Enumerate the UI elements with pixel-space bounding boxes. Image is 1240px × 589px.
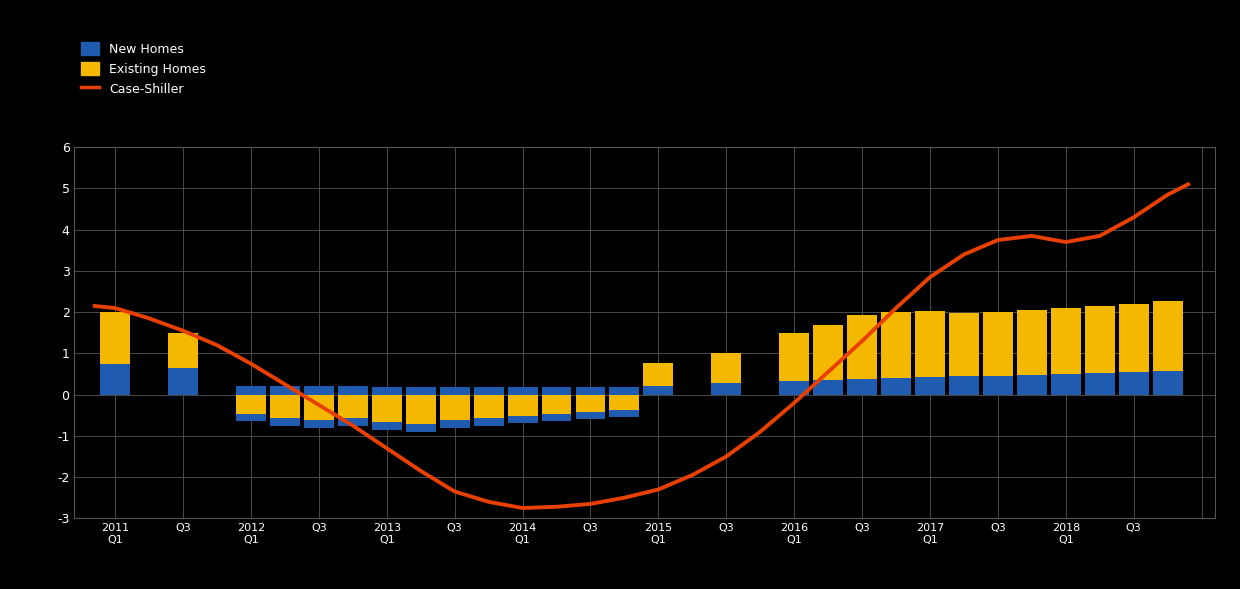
Bar — [236, 414, 265, 422]
Bar — [440, 395, 470, 428]
Bar — [372, 395, 402, 430]
Bar — [813, 325, 843, 380]
Bar — [270, 386, 300, 395]
Bar — [474, 387, 503, 395]
Bar — [474, 395, 503, 425]
Bar — [983, 376, 1013, 395]
Bar — [575, 412, 605, 419]
Bar — [405, 395, 435, 432]
Bar — [507, 387, 537, 395]
Bar — [1085, 306, 1115, 373]
Bar — [1085, 373, 1115, 395]
Bar — [575, 395, 605, 419]
Bar — [610, 395, 640, 417]
Bar — [1050, 374, 1081, 395]
Bar — [372, 422, 402, 430]
Bar — [304, 386, 334, 395]
Bar — [337, 386, 368, 395]
Bar — [983, 312, 1013, 376]
Bar — [915, 378, 945, 395]
Bar — [1118, 304, 1148, 372]
Bar — [100, 312, 130, 363]
Bar — [270, 418, 300, 425]
Bar — [372, 387, 402, 395]
Bar — [847, 379, 877, 395]
Bar — [100, 363, 130, 395]
Bar — [542, 414, 572, 422]
Bar — [270, 395, 300, 425]
Bar — [405, 424, 435, 432]
Bar — [1153, 370, 1183, 395]
Bar — [236, 395, 265, 422]
Bar — [542, 395, 572, 422]
Bar — [542, 387, 572, 395]
Bar — [440, 420, 470, 428]
Bar — [779, 333, 810, 382]
Bar — [644, 363, 673, 386]
Bar — [779, 382, 810, 395]
Bar — [1050, 308, 1081, 374]
Bar — [813, 380, 843, 395]
Bar — [644, 386, 673, 395]
Bar — [610, 410, 640, 417]
Bar — [1017, 310, 1047, 375]
Bar — [882, 378, 911, 395]
Bar — [949, 376, 978, 395]
Bar — [575, 387, 605, 395]
Bar — [847, 315, 877, 379]
Bar — [507, 395, 537, 423]
Legend: New Homes, Existing Homes, Case-Shiller: New Homes, Existing Homes, Case-Shiller — [81, 42, 206, 95]
Bar — [474, 418, 503, 425]
Bar — [610, 387, 640, 395]
Bar — [304, 420, 334, 428]
Bar — [440, 387, 470, 395]
Bar — [882, 312, 911, 378]
Bar — [712, 383, 742, 395]
Bar — [405, 387, 435, 395]
Bar — [507, 416, 537, 423]
Bar — [337, 418, 368, 425]
Bar — [236, 386, 265, 395]
Bar — [1017, 375, 1047, 395]
Bar — [169, 368, 198, 395]
Bar — [1153, 300, 1183, 370]
Bar — [915, 310, 945, 378]
Bar — [712, 353, 742, 383]
Bar — [169, 333, 198, 368]
Bar — [1118, 372, 1148, 395]
Bar — [949, 313, 978, 376]
Bar — [304, 395, 334, 428]
Bar — [337, 395, 368, 425]
